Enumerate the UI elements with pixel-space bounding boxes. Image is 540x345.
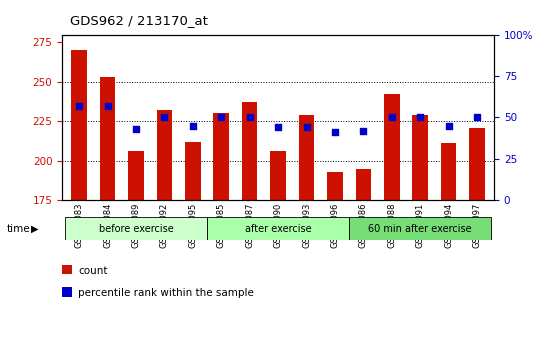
Point [302,125,311,130]
Point [416,115,424,120]
Point [388,115,396,120]
Point [359,128,368,133]
Bar [441,143,456,200]
Point [274,125,282,130]
Point [132,126,140,132]
Point [330,129,339,135]
Bar [207,217,349,240]
Point [245,115,254,120]
Point [217,115,226,120]
Point [472,115,481,120]
Bar [327,172,343,200]
Text: percentile rank within the sample: percentile rank within the sample [78,288,254,298]
Bar [355,169,371,200]
Text: GDS962 / 213170_at: GDS962 / 213170_at [70,14,208,27]
Text: after exercise: after exercise [245,224,312,234]
Text: count: count [78,266,108,276]
Bar [413,115,428,200]
Text: ▶: ▶ [31,224,39,234]
Text: time: time [7,224,31,234]
Point [160,115,168,120]
Bar [71,50,87,200]
Bar [384,95,400,200]
Bar [469,128,485,200]
Bar [157,110,172,200]
Bar [271,151,286,200]
Point [188,123,197,128]
Bar [349,217,491,240]
Point [444,123,453,128]
Point [103,103,112,108]
Bar [213,114,229,200]
Bar [299,115,314,200]
Bar [185,142,201,200]
Point [75,103,84,108]
Bar [242,102,258,200]
Text: 60 min after exercise: 60 min after exercise [368,224,472,234]
Bar [128,151,144,200]
Bar [65,217,207,240]
Bar [100,77,116,200]
Text: before exercise: before exercise [99,224,173,234]
